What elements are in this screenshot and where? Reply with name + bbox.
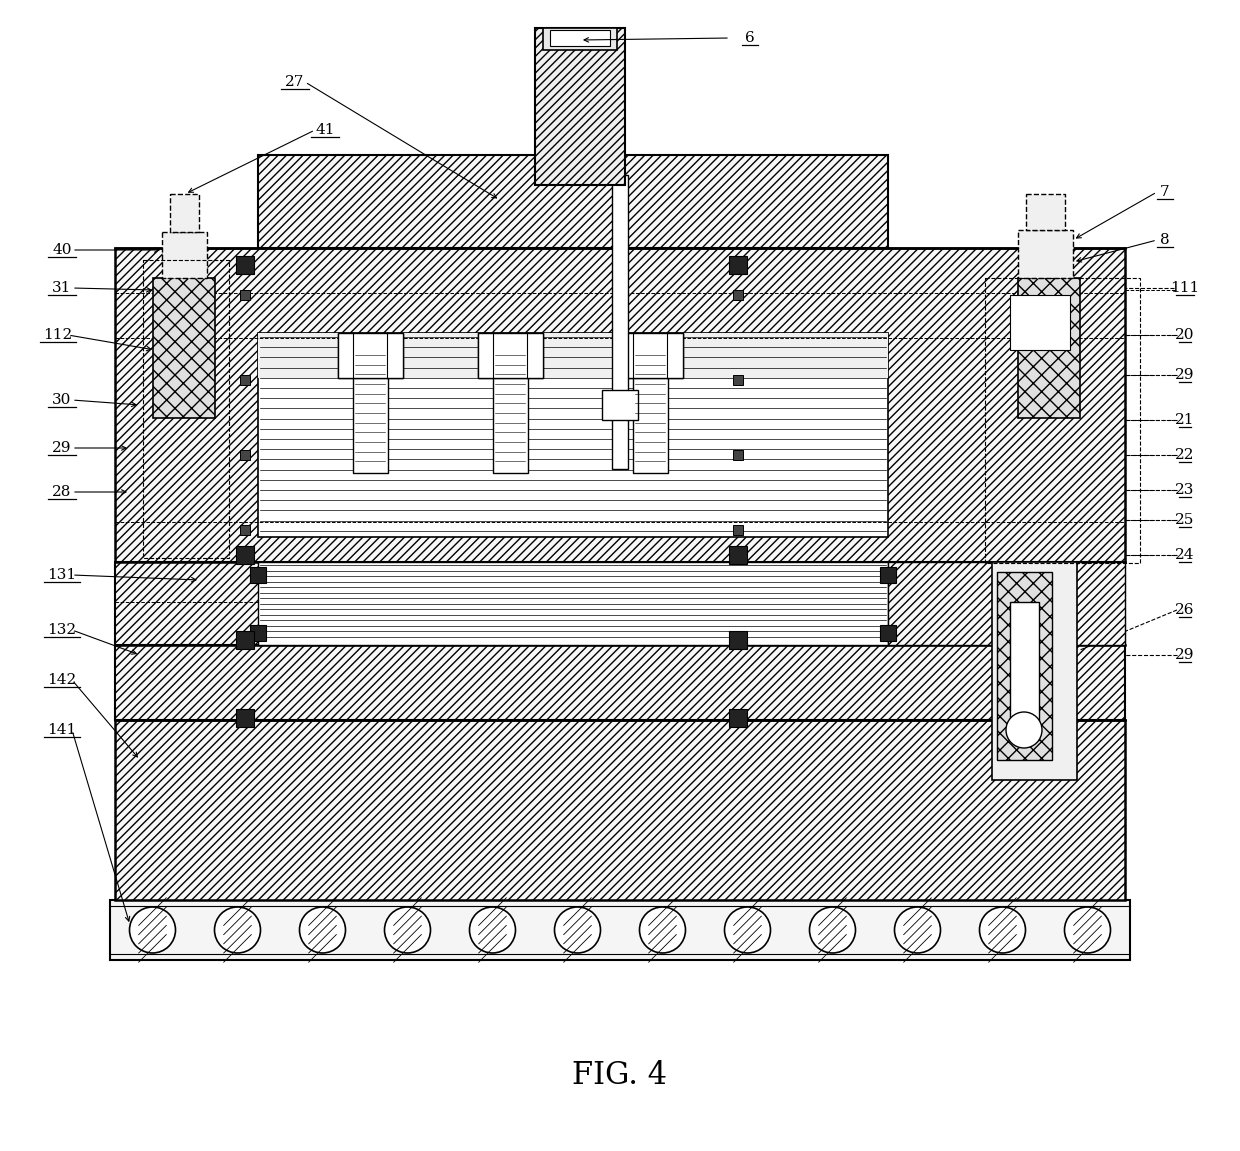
Bar xyxy=(236,631,254,649)
Text: 29: 29 xyxy=(1176,648,1195,662)
Bar xyxy=(985,279,1140,563)
Circle shape xyxy=(1064,907,1111,953)
Text: 131: 131 xyxy=(47,567,77,582)
Bar xyxy=(733,290,743,300)
Text: 6: 6 xyxy=(745,31,755,45)
Bar xyxy=(613,175,627,468)
Text: 141: 141 xyxy=(47,723,77,737)
Text: 25: 25 xyxy=(1176,513,1194,527)
Bar xyxy=(115,645,1125,721)
Bar xyxy=(241,290,250,300)
Bar xyxy=(551,30,610,46)
Bar xyxy=(153,279,215,418)
Circle shape xyxy=(554,907,600,953)
Circle shape xyxy=(894,907,940,953)
Text: 27: 27 xyxy=(285,75,305,89)
Bar xyxy=(258,333,888,538)
Circle shape xyxy=(470,907,516,953)
Bar xyxy=(236,546,254,564)
Text: 30: 30 xyxy=(52,392,72,407)
Bar xyxy=(115,247,1125,562)
Bar xyxy=(618,333,683,378)
Bar xyxy=(236,709,254,727)
Bar xyxy=(729,546,746,564)
Text: 40: 40 xyxy=(52,243,72,257)
Bar xyxy=(997,572,1052,760)
Text: 26: 26 xyxy=(1176,603,1195,617)
Text: 111: 111 xyxy=(1171,281,1199,295)
Bar xyxy=(477,333,543,378)
Bar xyxy=(1011,602,1039,740)
Bar xyxy=(339,333,403,378)
Bar xyxy=(729,709,746,727)
Bar xyxy=(534,28,625,185)
Bar xyxy=(618,333,683,378)
Bar xyxy=(543,28,618,49)
Text: 142: 142 xyxy=(47,673,77,687)
Text: 8: 8 xyxy=(1161,233,1169,247)
Bar xyxy=(880,625,897,641)
Bar xyxy=(258,562,888,645)
Circle shape xyxy=(810,907,856,953)
Text: 24: 24 xyxy=(1176,548,1195,562)
Bar xyxy=(241,450,250,460)
Bar xyxy=(170,195,198,233)
Bar xyxy=(250,567,267,584)
Bar xyxy=(601,390,639,420)
Text: 132: 132 xyxy=(47,623,77,637)
Text: 22: 22 xyxy=(1176,448,1195,462)
Text: 31: 31 xyxy=(52,281,72,295)
Text: 21: 21 xyxy=(1176,413,1195,427)
Bar xyxy=(1011,295,1070,350)
Bar xyxy=(339,333,403,378)
Bar xyxy=(733,525,743,535)
Bar xyxy=(115,721,1125,900)
Bar xyxy=(477,333,543,378)
Bar xyxy=(1018,230,1073,279)
Bar xyxy=(110,900,1130,960)
Bar xyxy=(143,260,229,558)
Bar xyxy=(992,562,1078,780)
Circle shape xyxy=(724,907,770,953)
Bar xyxy=(888,562,1125,645)
Text: 23: 23 xyxy=(1176,483,1194,497)
Bar xyxy=(729,256,746,274)
Circle shape xyxy=(215,907,260,953)
Bar xyxy=(258,155,888,247)
Text: 41: 41 xyxy=(315,123,335,137)
Circle shape xyxy=(640,907,686,953)
Text: FIG. 4: FIG. 4 xyxy=(573,1060,667,1090)
Text: 29: 29 xyxy=(1176,368,1195,382)
Circle shape xyxy=(1006,712,1042,748)
Circle shape xyxy=(980,907,1025,953)
Text: 20: 20 xyxy=(1176,328,1195,342)
Bar xyxy=(241,375,250,384)
Text: 28: 28 xyxy=(52,485,72,500)
Circle shape xyxy=(300,907,346,953)
Bar xyxy=(241,525,250,535)
Bar xyxy=(729,631,746,649)
Bar xyxy=(250,625,267,641)
Circle shape xyxy=(129,907,176,953)
Text: 29: 29 xyxy=(52,441,72,455)
Text: 7: 7 xyxy=(1161,185,1169,199)
Bar xyxy=(162,233,207,279)
Bar xyxy=(1025,195,1065,230)
Text: 112: 112 xyxy=(43,328,73,342)
Bar xyxy=(494,353,528,473)
Bar xyxy=(115,562,1125,645)
Bar xyxy=(353,353,388,473)
Bar xyxy=(880,567,897,584)
Bar xyxy=(733,375,743,384)
Bar xyxy=(236,256,254,274)
Bar xyxy=(258,333,888,378)
Bar xyxy=(1018,279,1080,418)
Circle shape xyxy=(384,907,430,953)
Bar xyxy=(632,353,668,473)
Bar xyxy=(733,450,743,460)
